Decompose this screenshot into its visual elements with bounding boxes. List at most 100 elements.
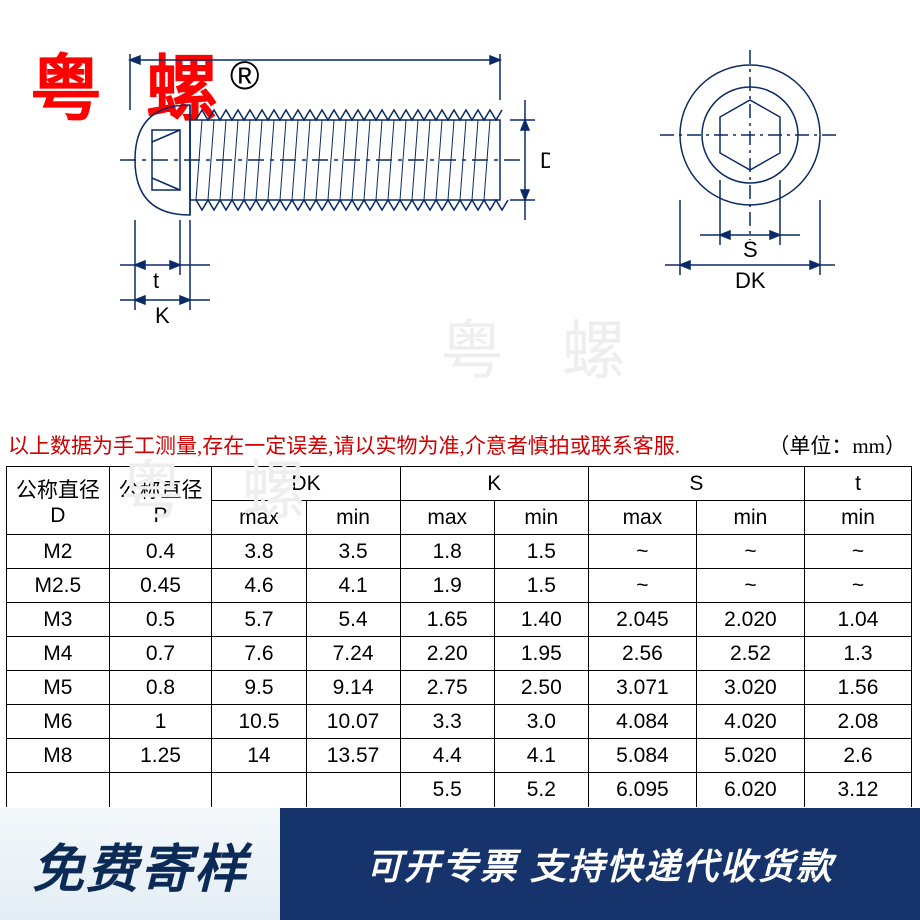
cell-Smax: 6.095 <box>588 773 696 807</box>
cell-Smin: 4.020 <box>696 705 804 739</box>
cell-P: 0.45 <box>109 569 212 603</box>
th-min: min <box>306 501 400 535</box>
cell-tmin: 2.6 <box>804 739 911 773</box>
cell-Kmin: 4.1 <box>494 739 588 773</box>
table-row: 5.55.26.0956.0203.12 <box>7 773 912 807</box>
cell-Kmin: 1.95 <box>494 637 588 671</box>
dim-label-k: K <box>155 303 170 328</box>
cell-Kmax: 2.20 <box>400 637 494 671</box>
cell-Smax: ~ <box>588 569 696 603</box>
th-max: max <box>400 501 494 535</box>
dim-label-d: D <box>540 148 550 173</box>
cell-Smax: 2.56 <box>588 637 696 671</box>
cell-P: 0.4 <box>109 535 212 569</box>
cell-P <box>109 773 212 807</box>
cell-Smin: 2.020 <box>696 603 804 637</box>
cell-DKmax: 3.8 <box>212 535 306 569</box>
table-row: M40.77.67.242.201.952.562.521.3 <box>7 637 912 671</box>
th-max: max <box>212 501 306 535</box>
cell-Kmin: 1.40 <box>494 603 588 637</box>
cell-DKmax: 7.6 <box>212 637 306 671</box>
th-dk: DK <box>212 467 400 501</box>
cell-D: M2.5 <box>7 569 110 603</box>
table-body: M20.43.83.51.81.5~~~M2.50.454.64.11.91.5… <box>7 535 912 807</box>
cell-D: M2 <box>7 535 110 569</box>
cell-DKmin: 10.07 <box>306 705 400 739</box>
cell-P: 0.8 <box>109 671 212 705</box>
cell-Kmax: 4.4 <box>400 739 494 773</box>
cell-D: M8 <box>7 739 110 773</box>
cell-Kmin: 3.0 <box>494 705 588 739</box>
diagram-area: 粤 螺® <box>0 0 920 370</box>
cell-Kmin: 2.50 <box>494 671 588 705</box>
cell-Smin: 6.020 <box>696 773 804 807</box>
cell-Kmax: 2.75 <box>400 671 494 705</box>
cell-Smax: 3.071 <box>588 671 696 705</box>
cell-D: M4 <box>7 637 110 671</box>
measurement-note: 以上数据为手工测量,存在一定误差,请以实物为准,介意者慎拍或联系客服. <box>8 430 680 460</box>
cell-tmin: ~ <box>804 569 911 603</box>
cell-D: M6 <box>7 705 110 739</box>
cell-DKmax: 4.6 <box>212 569 306 603</box>
cell-D <box>7 773 110 807</box>
cell-DKmin: 5.4 <box>306 603 400 637</box>
th-k: K <box>400 467 588 501</box>
cell-Kmax: 1.65 <box>400 603 494 637</box>
cell-Kmax: 1.9 <box>400 569 494 603</box>
note-row: 以上数据为手工测量,存在一定误差,请以实物为准,介意者慎拍或联系客服. （单位：… <box>0 430 920 466</box>
th-min: min <box>494 501 588 535</box>
th-min: min <box>804 501 911 535</box>
cell-tmin: 2.08 <box>804 705 911 739</box>
unit-label: （单位：mm） <box>768 430 906 460</box>
dim-label-s: S <box>743 237 758 262</box>
cell-Kmax: 5.5 <box>400 773 494 807</box>
cell-Kmax: 3.3 <box>400 705 494 739</box>
cell-DKmin <box>306 773 400 807</box>
th-d: 公称直径D <box>7 467 110 535</box>
cell-DKmin: 9.14 <box>306 671 400 705</box>
cell-Smin: 5.020 <box>696 739 804 773</box>
cell-DKmax: 5.7 <box>212 603 306 637</box>
table-row: M6110.510.073.33.04.0844.0202.08 <box>7 705 912 739</box>
cell-P: 1 <box>109 705 212 739</box>
cell-P: 1.25 <box>109 739 212 773</box>
table-row: M30.55.75.41.651.402.0452.0201.04 <box>7 603 912 637</box>
th-max: max <box>588 501 696 535</box>
cell-D: M5 <box>7 671 110 705</box>
cell-DKmax: 9.5 <box>212 671 306 705</box>
dim-label-t: t <box>153 268 159 293</box>
cell-Smin: ~ <box>696 569 804 603</box>
cell-tmin: 1.3 <box>804 637 911 671</box>
table-row: M2.50.454.64.11.91.5~~~ <box>7 569 912 603</box>
cell-Kmin: 1.5 <box>494 569 588 603</box>
th-p: 公称直径P <box>109 467 212 535</box>
cell-DKmax: 10.5 <box>212 705 306 739</box>
cell-Smin: 3.020 <box>696 671 804 705</box>
screw-end-diagram: S DK <box>640 40 890 300</box>
th-min: min <box>696 501 804 535</box>
cell-tmin: 1.56 <box>804 671 911 705</box>
cell-DKmax <box>212 773 306 807</box>
cell-Kmin: 5.2 <box>494 773 588 807</box>
cell-D: M3 <box>7 603 110 637</box>
cell-DKmin: 4.1 <box>306 569 400 603</box>
bottom-banner: 免费寄样 可开专票 支持快递代收货款 <box>0 808 920 920</box>
table-row: M20.43.83.51.81.5~~~ <box>7 535 912 569</box>
cell-tmin: 3.12 <box>804 773 911 807</box>
th-s: S <box>588 467 804 501</box>
cell-DKmin: 13.57 <box>306 739 400 773</box>
cell-Smax: ~ <box>588 535 696 569</box>
table-header: 公称直径D 公称直径P DK K S t max min max min max… <box>7 467 912 535</box>
spec-table: 公称直径D 公称直径P DK K S t max min max min max… <box>6 466 912 807</box>
cell-Kmax: 1.8 <box>400 535 494 569</box>
table-row: M81.251413.574.44.15.0845.0202.6 <box>7 739 912 773</box>
cell-tmin: 1.04 <box>804 603 911 637</box>
cell-Smax: 2.045 <box>588 603 696 637</box>
cell-tmin: ~ <box>804 535 911 569</box>
banner-left: 免费寄样 <box>0 808 280 920</box>
cell-DKmin: 3.5 <box>306 535 400 569</box>
cell-Smax: 5.084 <box>588 739 696 773</box>
dim-label-dk: DK <box>735 268 766 293</box>
cell-Smin: ~ <box>696 535 804 569</box>
cell-DKmax: 14 <box>212 739 306 773</box>
